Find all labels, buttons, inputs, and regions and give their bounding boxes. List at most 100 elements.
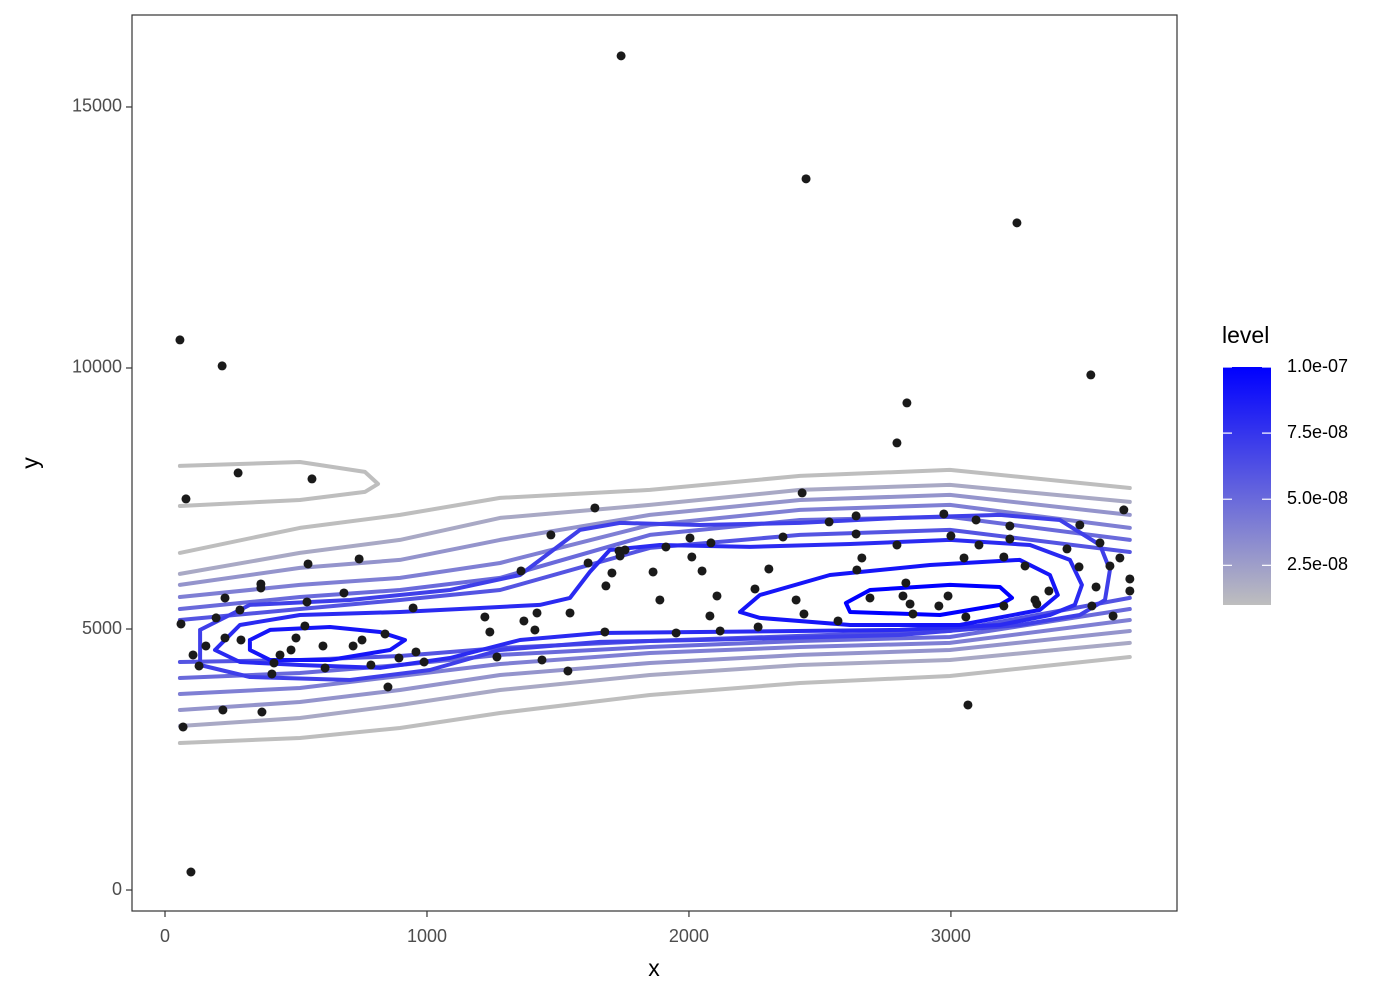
point xyxy=(671,628,681,638)
point xyxy=(905,599,915,609)
point xyxy=(257,707,267,717)
point xyxy=(348,641,358,651)
legend: 2.5e-08 5.0e-08 7.5e-08 1.0e-07 xyxy=(1223,356,1348,605)
point xyxy=(1105,561,1115,571)
point xyxy=(833,616,843,626)
point xyxy=(176,619,186,629)
point xyxy=(959,553,969,563)
point xyxy=(715,626,725,636)
point xyxy=(175,335,185,345)
point xyxy=(753,622,763,632)
contour-line xyxy=(843,582,1014,617)
point xyxy=(974,540,984,550)
point xyxy=(1091,582,1101,592)
point xyxy=(712,591,722,601)
colorbar xyxy=(1223,367,1271,605)
point xyxy=(705,611,715,621)
point xyxy=(339,588,349,598)
point xyxy=(307,474,317,484)
point xyxy=(480,612,490,622)
point xyxy=(286,645,296,655)
point xyxy=(275,650,285,660)
point xyxy=(764,564,774,574)
point xyxy=(1115,553,1125,563)
point xyxy=(563,666,573,676)
point xyxy=(380,629,390,639)
point xyxy=(801,174,811,184)
y-tick-label: 15000 xyxy=(72,96,122,116)
panel-border xyxy=(131,14,1178,912)
point xyxy=(939,509,949,519)
x-axis-title: x xyxy=(648,955,660,981)
point xyxy=(419,657,429,667)
legend-label: 1.0e-07 xyxy=(1287,356,1348,376)
point xyxy=(1119,505,1129,515)
point xyxy=(865,593,875,603)
contour-line xyxy=(213,537,1084,670)
point xyxy=(546,530,556,540)
point xyxy=(661,542,671,552)
point xyxy=(236,635,246,645)
point xyxy=(233,468,243,478)
point xyxy=(318,641,328,651)
contour-line xyxy=(198,512,1112,682)
point xyxy=(320,663,330,673)
point xyxy=(181,494,191,504)
point xyxy=(778,532,788,542)
point xyxy=(607,568,617,578)
point xyxy=(537,655,547,665)
legend-label: 7.5e-08 xyxy=(1287,422,1348,442)
point xyxy=(291,633,301,643)
point xyxy=(1005,521,1015,531)
y-tick-label: 5000 xyxy=(82,618,122,638)
point xyxy=(1074,562,1084,572)
point xyxy=(1012,218,1022,228)
point xyxy=(1005,534,1015,544)
point xyxy=(1020,561,1030,571)
point xyxy=(648,567,658,577)
x-tick-label: 2000 xyxy=(669,926,709,946)
point xyxy=(302,597,312,607)
legend-label: 2.5e-08 xyxy=(1287,554,1348,574)
point xyxy=(532,608,542,618)
point xyxy=(1108,611,1118,621)
point xyxy=(898,591,908,601)
point xyxy=(961,612,971,622)
y-tick-label: 0 xyxy=(112,879,122,899)
point xyxy=(1062,544,1072,554)
point xyxy=(685,533,695,543)
point xyxy=(971,515,981,525)
point xyxy=(1032,599,1042,609)
point xyxy=(1086,370,1096,380)
point xyxy=(963,700,973,710)
point xyxy=(1095,538,1105,548)
point xyxy=(186,867,196,877)
point xyxy=(687,552,697,562)
point xyxy=(902,398,912,408)
point xyxy=(178,722,188,732)
point xyxy=(1075,520,1085,530)
x-tick-label: 3000 xyxy=(931,926,971,946)
point xyxy=(530,625,540,635)
point xyxy=(892,540,902,550)
point xyxy=(908,609,918,619)
point xyxy=(655,595,665,605)
point xyxy=(516,566,526,576)
point xyxy=(201,641,211,651)
point xyxy=(851,511,861,521)
point xyxy=(303,559,313,569)
x-tick-label: 1000 xyxy=(407,926,447,946)
contour-line xyxy=(177,502,1132,696)
point xyxy=(750,584,760,594)
point xyxy=(600,627,610,637)
point xyxy=(583,558,593,568)
point xyxy=(590,503,600,513)
point xyxy=(1044,586,1054,596)
point xyxy=(519,616,529,626)
point xyxy=(220,633,230,643)
point xyxy=(383,682,393,692)
point xyxy=(565,608,575,618)
point-layer xyxy=(175,51,1135,877)
point xyxy=(824,517,834,527)
point xyxy=(791,595,801,605)
